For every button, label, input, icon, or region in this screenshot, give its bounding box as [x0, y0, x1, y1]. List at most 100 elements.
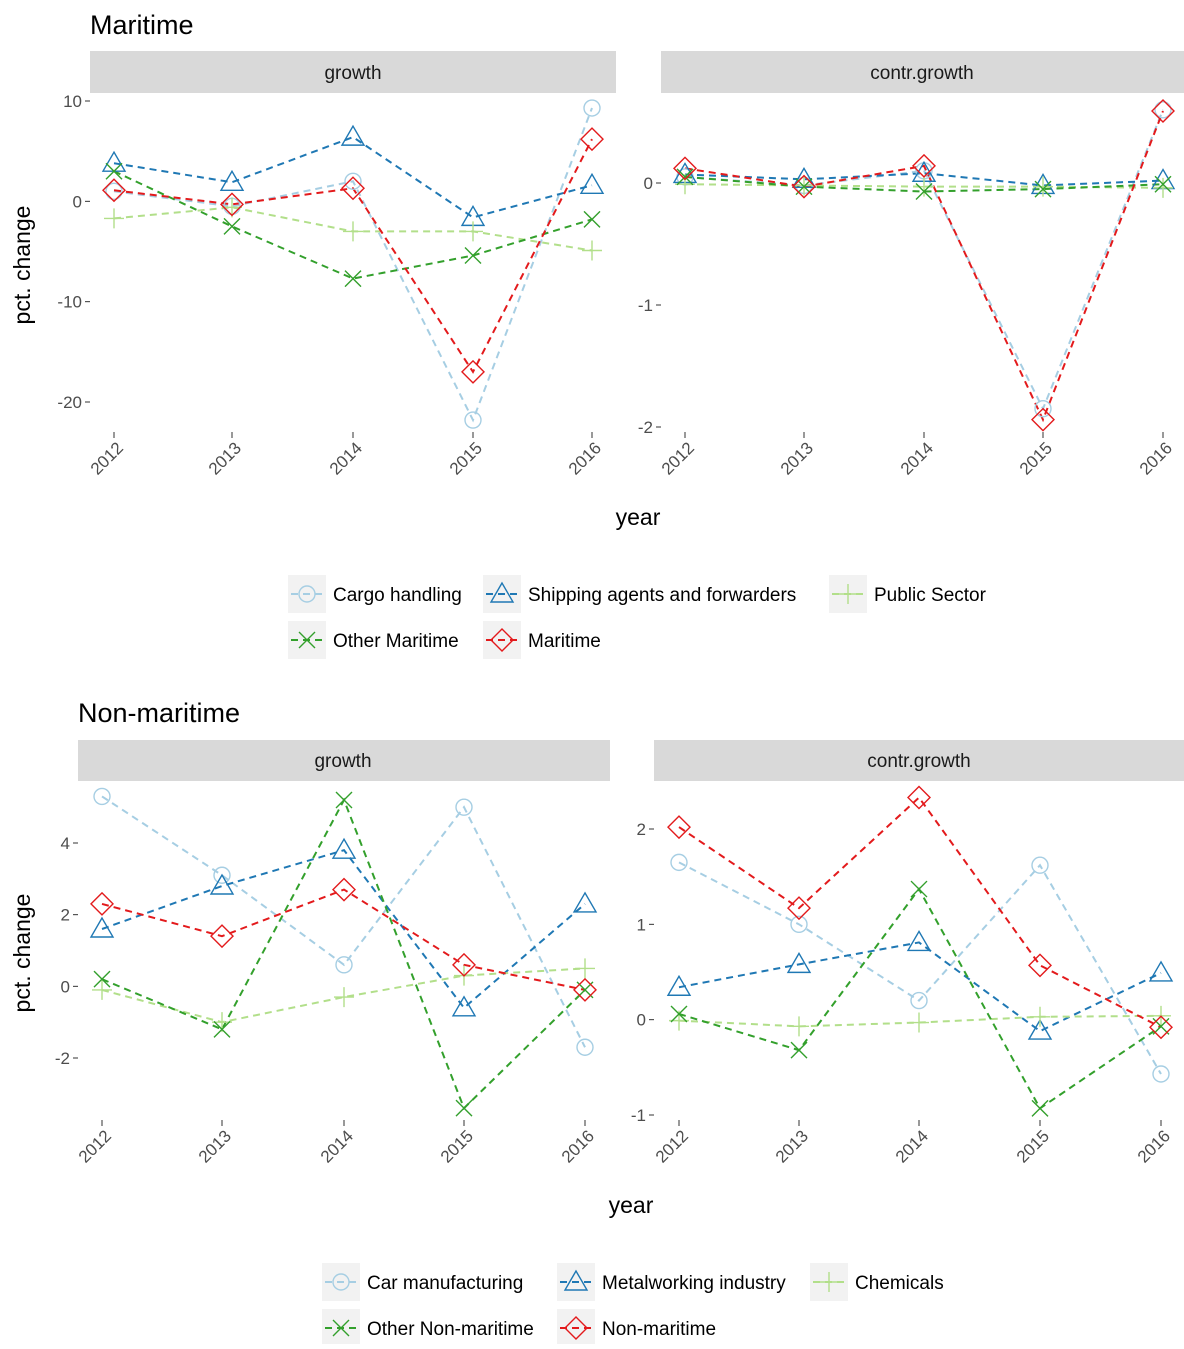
data-point-cross — [911, 881, 927, 897]
non-maritime-growth-strip-label: growth — [314, 751, 371, 772]
y-tick-label: 2 — [637, 820, 646, 839]
x-tick-label: 2015 — [1013, 1126, 1053, 1166]
y-tick-label: -1 — [638, 296, 653, 315]
series-line — [685, 111, 1163, 420]
data-point-triangle — [574, 893, 596, 912]
data-point-triangle — [668, 976, 690, 995]
x-tick-label: 2012 — [658, 438, 698, 478]
maritime-growth-plot: 10 0 -10 -20 2012 2013 2014 2015 2016 — [57, 92, 605, 479]
x-tick-label: 2013 — [777, 438, 817, 478]
x-tick-label: 2013 — [772, 1126, 812, 1166]
data-point-plus — [575, 958, 595, 978]
y-tick-label: -2 — [55, 1049, 70, 1068]
data-point-plus — [334, 987, 354, 1007]
data-point-cross — [345, 271, 361, 287]
non-maritime-x-axis-title: year — [609, 1192, 654, 1218]
maritime-contr-growth-strip-label: contr.growth — [870, 63, 974, 84]
x-tick-label: 2015 — [446, 438, 486, 478]
x-tick-label: 2016 — [1136, 438, 1176, 478]
x-tick-label: 2012 — [652, 1126, 692, 1166]
x-tick-label: 2015 — [1016, 438, 1056, 478]
y-tick-label: 0 — [637, 1011, 646, 1030]
x-tick-label: 2016 — [1134, 1126, 1174, 1166]
non-maritime-growth-plot: 4 2 0 -2 2012 2013 2014 2015 2016 — [55, 788, 598, 1166]
legend-label: Other Maritime — [333, 631, 459, 652]
legend-label: Cargo handling — [333, 585, 462, 606]
maritime-growth-strip-label: growth — [324, 63, 381, 84]
data-point-cross — [1032, 1100, 1048, 1116]
data-point-diamond — [1029, 954, 1051, 976]
data-point-plus — [463, 221, 483, 241]
data-point-cross — [465, 248, 481, 264]
series-line — [679, 1016, 1161, 1026]
legend-label: Chemicals — [855, 1273, 944, 1294]
x-tick-label: 2016 — [565, 438, 605, 478]
data-point-triangle — [103, 152, 125, 171]
data-point-cross — [791, 1042, 807, 1058]
series-line — [102, 850, 585, 1008]
non-maritime-contr-growth-strip-label: contr.growth — [867, 751, 971, 772]
y-tick-label: -2 — [638, 418, 653, 437]
x-tick-label: 2014 — [892, 1126, 932, 1166]
legend-key-background — [322, 1309, 360, 1344]
y-tick-label: 10 — [63, 92, 82, 111]
legend-label: Other Non-maritime — [367, 1319, 534, 1340]
y-tick-label: -1 — [631, 1106, 646, 1125]
non-maritime-contr-growth-plot: 2 1 0 -1 2012 2013 2014 2015 2016 — [631, 787, 1174, 1167]
y-tick-label: 0 — [61, 977, 70, 996]
y-tick-label: 4 — [61, 834, 70, 853]
x-tick-label: 2014 — [317, 1126, 357, 1166]
data-point-plus — [582, 240, 602, 260]
x-tick-label: 2014 — [326, 438, 366, 478]
non-maritime-section-title: Non-maritime — [78, 698, 240, 728]
data-point-triangle — [581, 174, 603, 193]
legend-label: Public Sector — [874, 585, 987, 606]
data-point-cross — [224, 218, 240, 234]
series-line — [679, 942, 1161, 1031]
series-line — [114, 108, 592, 420]
data-point-triangle — [333, 839, 355, 858]
x-tick-label: 2016 — [558, 1126, 598, 1166]
y-tick-label: 0 — [644, 174, 653, 193]
data-point-plus — [92, 980, 112, 1000]
x-tick-label: 2012 — [75, 1126, 115, 1166]
maritime-x-axis-title: year — [616, 504, 661, 530]
data-point-cross — [336, 792, 352, 808]
y-tick-label: 0 — [73, 192, 82, 211]
y-tick-label: 1 — [637, 915, 646, 934]
maritime-y-axis-title: pct. change — [9, 206, 35, 325]
x-tick-label: 2013 — [205, 438, 245, 478]
maritime-contr-growth-plot: 0 -1 -2 2012 2013 2014 2015 2016 — [638, 100, 1176, 479]
legend-label: Metalworking industry — [602, 1273, 786, 1294]
data-point-plus — [343, 221, 363, 241]
data-point-plus — [789, 1016, 809, 1036]
y-tick-label: -20 — [57, 393, 82, 412]
data-point-plus — [909, 1013, 929, 1033]
x-tick-label: 2013 — [195, 1126, 235, 1166]
data-point-triangle — [453, 997, 475, 1016]
x-tick-label: 2012 — [87, 438, 127, 478]
data-point-plus — [104, 208, 124, 228]
y-tick-label: 2 — [61, 906, 70, 925]
legend-label: Shipping agents and forwarders — [528, 585, 796, 606]
series-line — [102, 800, 585, 1108]
non-maritime-legend: Car manufacturing Metalworking industry Ch… — [322, 1263, 944, 1344]
series-line — [679, 862, 1161, 1074]
data-point-triangle — [1150, 962, 1172, 981]
legend-label: Non-maritime — [602, 1319, 716, 1340]
data-point-cross — [456, 1100, 472, 1116]
data-point-diamond — [908, 787, 930, 809]
x-tick-label: 2015 — [437, 1126, 477, 1166]
non-maritime-y-axis-title: pct. change — [9, 894, 35, 1013]
data-point-cross — [584, 211, 600, 227]
y-tick-label: -10 — [57, 293, 82, 312]
data-point-triangle — [91, 918, 113, 937]
data-point-plus — [1030, 1007, 1050, 1027]
maritime-section-title: Maritime — [90, 10, 194, 40]
data-point-triangle — [788, 953, 810, 972]
x-tick-label: 2014 — [897, 438, 937, 478]
legend-label: Maritime — [528, 631, 601, 652]
maritime-legend: Cargo handling Shipping agents and forwar… — [288, 575, 987, 659]
legend-label: Car manufacturing — [367, 1273, 523, 1294]
